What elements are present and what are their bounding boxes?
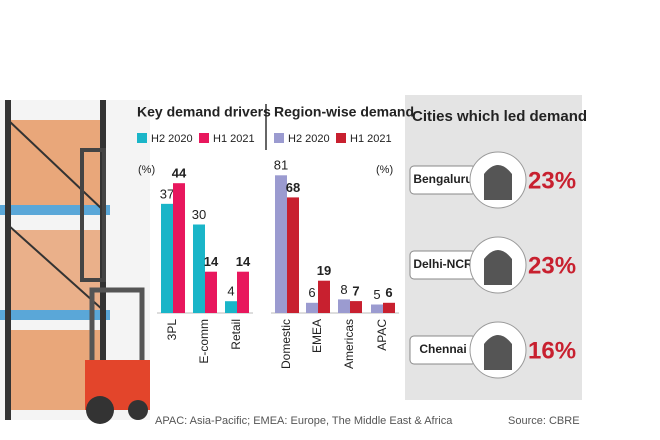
chart-title: Key demand drivers	[137, 104, 271, 120]
value-label: 37	[160, 186, 174, 201]
city-label: Delhi-NCR	[413, 257, 473, 271]
legend-label: H2 2020	[151, 133, 193, 145]
value-label: 6	[308, 285, 315, 300]
value-label: 14	[204, 254, 219, 269]
value-label: 68	[286, 180, 300, 195]
x-tick-label: 3PL	[165, 319, 179, 341]
legend-swatch	[137, 133, 147, 143]
value-label: 14	[236, 254, 251, 269]
bar	[306, 302, 318, 313]
city-icon-building	[484, 174, 512, 200]
x-tick-label: Americas	[342, 319, 356, 369]
value-label: 81	[274, 158, 288, 173]
x-tick-label: Domestic	[279, 319, 293, 369]
warehouse-illustration	[0, 100, 150, 424]
value-label: 5	[373, 287, 380, 302]
city-icon-dome	[484, 165, 512, 174]
city-label: Bengaluru	[413, 172, 472, 186]
city-label: Chennai	[419, 342, 466, 356]
x-tick-label: Retail	[229, 319, 243, 350]
value-label: 30	[192, 207, 206, 222]
bar	[383, 302, 395, 313]
bar	[161, 203, 173, 313]
city-share: 23%	[528, 252, 576, 279]
x-tick-label: APAC	[375, 319, 389, 351]
value-label: 4	[227, 284, 234, 299]
legend-label: H1 2021	[213, 133, 255, 145]
bar	[275, 175, 287, 313]
city-share: 23%	[528, 167, 576, 194]
bar	[225, 301, 237, 313]
bar	[173, 183, 185, 313]
value-label: 44	[172, 166, 187, 181]
legend-swatch	[274, 133, 284, 143]
x-tick-label: E-comm	[197, 319, 211, 364]
legend-label: H1 2021	[350, 133, 392, 145]
legend-label: H2 2020	[288, 133, 330, 145]
bar	[237, 271, 249, 313]
source: Source: CBRE	[508, 415, 580, 427]
chart-title: Region-wise demand	[274, 104, 414, 120]
city-icon-building	[484, 344, 512, 370]
bar	[318, 280, 330, 313]
city-share: 16%	[528, 337, 576, 364]
bar	[350, 301, 362, 313]
unit-label: (%)	[376, 164, 393, 176]
value-label: 19	[317, 263, 331, 278]
cities-title: Cities which led demand	[412, 108, 587, 125]
value-label: 8	[340, 282, 347, 297]
bar	[338, 299, 350, 313]
bar	[371, 304, 383, 313]
bar	[205, 271, 217, 313]
x-tick-label: EMEA	[310, 319, 324, 353]
legend-swatch	[199, 133, 209, 143]
legend-swatch	[336, 133, 346, 143]
unit-label: (%)	[138, 164, 155, 176]
value-label: 6	[385, 285, 392, 300]
bar	[193, 224, 205, 313]
footnote: APAC: Asia-Pacific; EMEA: Europe, The Mi…	[155, 415, 453, 427]
bar	[287, 197, 299, 313]
city-icon-building	[484, 259, 512, 285]
value-label: 7	[352, 284, 359, 299]
city-icon-dome	[484, 335, 512, 344]
city-icon-dome	[484, 250, 512, 259]
